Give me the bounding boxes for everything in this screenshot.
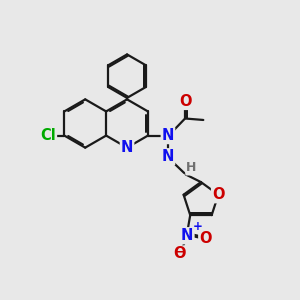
Text: −: − xyxy=(173,245,184,259)
Text: H: H xyxy=(186,161,197,175)
Text: N: N xyxy=(162,149,174,164)
Text: O: O xyxy=(199,231,212,246)
Text: N: N xyxy=(162,128,174,143)
Text: O: O xyxy=(174,247,186,262)
Text: +: + xyxy=(192,220,202,233)
Text: Cl: Cl xyxy=(40,128,56,143)
Text: O: O xyxy=(212,187,225,202)
Text: O: O xyxy=(179,94,191,109)
Text: N: N xyxy=(121,140,133,155)
Text: N: N xyxy=(181,228,194,243)
